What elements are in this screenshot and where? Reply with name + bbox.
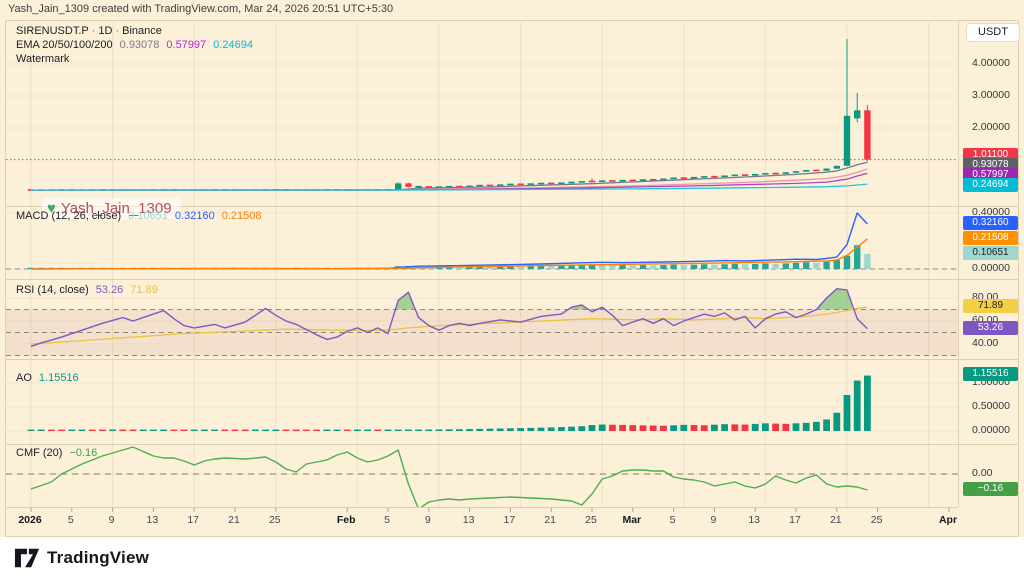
- time-axis-label: 13: [462, 514, 475, 526]
- rsi-legend-label: RSI (14, close): [16, 284, 89, 296]
- legend-value: 0.24694: [213, 39, 253, 51]
- time-axis-label: 5: [669, 514, 676, 526]
- time-axis-label: 21: [544, 514, 557, 526]
- attribution-text: Yash_Jain_1309 created with TradingView.…: [8, 3, 394, 15]
- legend-value: 0.32160: [174, 210, 215, 222]
- cmf-legend-values: −0.16: [62, 447, 97, 459]
- price-badge: 71.89: [963, 299, 1018, 313]
- time-axis-label: 13: [748, 514, 761, 526]
- legend-value: −0.16: [69, 447, 98, 459]
- rsi-legend-values: 53.26 71.89: [89, 284, 158, 296]
- bottom-bar: TradingView: [0, 537, 1024, 581]
- time-axis-label: 9: [710, 514, 717, 526]
- legend-value: 1.15516: [38, 372, 79, 384]
- price-badge: −0.16: [963, 482, 1018, 496]
- time-axis-label: 25: [870, 514, 883, 526]
- time-axis-label: Apr: [938, 514, 958, 526]
- watermark-legend-label: Watermark: [16, 53, 70, 65]
- time-axis-label: Feb: [336, 514, 356, 526]
- heart-icon: ♥: [47, 200, 56, 217]
- tradingview-logo-text: TradingView: [47, 548, 150, 567]
- user-watermark: ♥ Yash_Jain_1309: [42, 198, 181, 219]
- axis-tick-label: 0.50000: [972, 400, 1010, 412]
- chart-canvas[interactable]: [6, 21, 1020, 536]
- legend-separator: ·: [91, 25, 96, 37]
- tradingview-logo[interactable]: TradingView: [14, 547, 149, 569]
- time-axis-label: 9: [424, 514, 431, 526]
- legend-value: 0.21508: [221, 210, 262, 222]
- symbol-interval: 1D: [98, 25, 113, 37]
- watermark-text: Yash_Jain_1309: [60, 200, 172, 217]
- time-axis-label: 5: [384, 514, 390, 526]
- symbol-name: SIRENUSDT.P: [16, 25, 89, 37]
- price-badge: 0.21508: [963, 231, 1018, 245]
- ao-legend[interactable]: AO 1.15516: [16, 372, 79, 384]
- rsi-legend[interactable]: RSI (14, close) 53.26 71.89: [16, 284, 158, 296]
- currency-unit-button[interactable]: USDT: [966, 23, 1020, 42]
- tradingview-logo-icon: [14, 548, 40, 568]
- cmf-legend-label: CMF (20): [16, 447, 63, 459]
- time-axis-label: 21: [829, 514, 842, 526]
- symbol-exchange: Binance: [122, 25, 162, 37]
- watermark-legend[interactable]: Watermark: [16, 53, 69, 65]
- axis-tick-label: 0.00000: [972, 262, 1010, 274]
- time-axis-label: 17: [187, 514, 200, 526]
- price-badge: 0.10651: [963, 246, 1018, 260]
- price-badge: 0.32160: [963, 216, 1018, 230]
- price-badge: 53.26: [963, 321, 1018, 335]
- legend-value: 71.89: [130, 284, 158, 296]
- axis-tick-label: 0.00000: [972, 424, 1010, 436]
- macd-legend[interactable]: MACD (12, 26, close) 0.10651 0.32160 0.2150…: [16, 210, 261, 222]
- price-scale[interactable]: [958, 20, 1020, 507]
- ao-legend-values: 1.15516: [32, 372, 79, 384]
- legend-value: 53.26: [95, 284, 124, 296]
- legend-value: 0.93078: [119, 39, 160, 51]
- axis-tick-label: 3.00000: [972, 89, 1010, 101]
- time-axis-label: 17: [789, 514, 801, 526]
- time-axis-label: Mar: [622, 514, 642, 526]
- time-axis-label: 13: [146, 514, 159, 526]
- chart-widget: SIRENUSDT.P · 1D · Binance EMA 20/50/100/200…: [5, 20, 1019, 537]
- time-axis-label: 25: [585, 514, 597, 526]
- time-axis-label: 25: [268, 514, 281, 526]
- axis-tick-label: 4.00000: [972, 57, 1010, 69]
- ema-legend-values: 0.93078 0.57997 0.24694: [113, 39, 253, 51]
- price-badge: 1.15516: [963, 367, 1018, 381]
- ema-legend[interactable]: EMA 20/50/100/200 0.93078 0.57997 0.24694: [16, 39, 253, 51]
- axis-tick-label: 0.00: [972, 467, 993, 479]
- time-axis-label: 2026: [18, 514, 42, 526]
- ema-legend-label: EMA 20/50/100/200: [16, 39, 113, 51]
- symbol-legend[interactable]: SIRENUSDT.P · 1D · Binance: [16, 25, 162, 37]
- time-axis-label: 17: [503, 514, 516, 526]
- time-axis[interactable]: [5, 507, 958, 538]
- axis-tick-label: 0.40000: [972, 206, 1010, 218]
- axis-tick-label: 40.00: [972, 337, 999, 349]
- cmf-legend[interactable]: CMF (20) −0.16: [16, 447, 97, 459]
- time-axis-label: 9: [108, 514, 115, 526]
- macd-legend-label: MACD (12, 26, close): [16, 210, 122, 222]
- legend-value: 0.10651: [128, 210, 168, 222]
- time-axis-label: 5: [67, 514, 74, 526]
- ao-legend-label: AO: [16, 372, 32, 384]
- price-badge: 0.24694: [963, 178, 1018, 192]
- legend-separator: ·: [115, 25, 120, 37]
- time-axis-label: 21: [228, 514, 240, 526]
- axis-tick-label: 2.00000: [972, 121, 1010, 133]
- legend-value: 0.57997: [166, 39, 207, 51]
- macd-legend-values: 0.10651 0.32160 0.21508: [121, 210, 261, 222]
